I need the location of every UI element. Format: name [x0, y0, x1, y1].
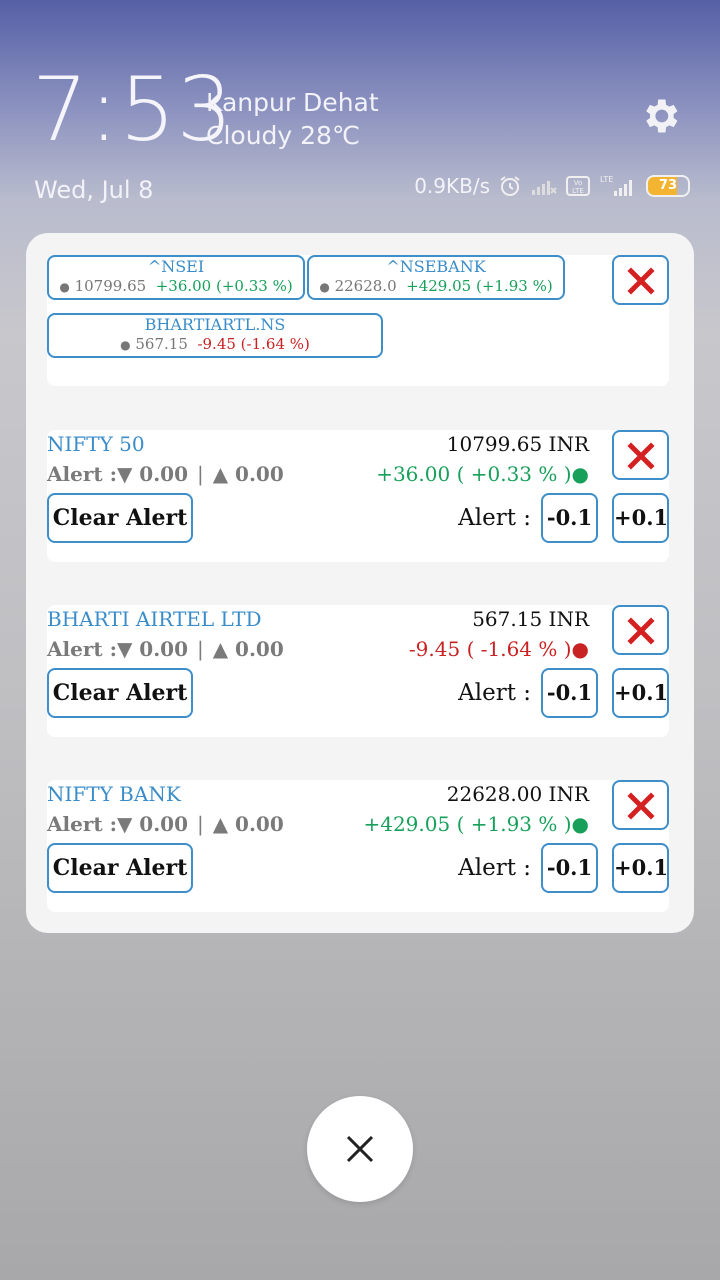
ticker-change: -9.45 (-1.64 %)	[197, 335, 310, 353]
battery-icon: 73	[646, 175, 690, 197]
stock-price: 10799.65 INR	[446, 432, 589, 456]
remove-stock-button[interactable]	[612, 430, 669, 480]
close-icon	[346, 1135, 374, 1163]
stock-change: -9.45 ( -1.64 % )●	[408, 637, 589, 661]
close-widgets-button[interactable]	[307, 1096, 413, 1202]
weather-condition: Cloudy 28℃	[206, 121, 361, 150]
date: Wed, Jul 8	[34, 176, 154, 204]
status-bar: 0.9KB/s Vo LTE LTE 73	[414, 174, 690, 198]
ticker-chip-bhartiartl[interactable]: BHARTIARTL.NS ● 567.15 -9.45 (-1.64 %)	[47, 313, 383, 358]
ticker-values: ● 10799.65 +36.00 (+0.33 %)	[49, 277, 303, 296]
stock-widget-panel: ^NSEI ● 10799.65 +36.00 (+0.33 %) ^NSEBA…	[26, 233, 694, 933]
dot-icon: ●	[319, 280, 330, 294]
gear-icon[interactable]	[638, 94, 682, 138]
ticker-symbol: ^NSEI	[147, 257, 205, 276]
alert-label: Alert :	[458, 505, 531, 531]
close-tickers-button[interactable]	[612, 255, 669, 305]
stock-card-nifty50: NIFTY 50 10799.65 INR Alert :▼ 0.00 | ▲ …	[47, 430, 669, 562]
stock-name: BHARTI AIRTEL LTD	[47, 607, 262, 631]
close-icon	[627, 617, 655, 645]
alert-down: Alert :▼ 0.00	[47, 462, 189, 486]
remove-stock-button[interactable]	[612, 605, 669, 655]
separator: |	[196, 462, 204, 486]
alert-label: Alert :	[458, 855, 531, 881]
clear-alert-button[interactable]: Clear Alert	[47, 668, 193, 718]
ticker-symbol: ^NSEBANK	[386, 257, 486, 276]
dot-icon: ●	[59, 280, 70, 294]
alert-decrease-button[interactable]: -0.1	[541, 843, 598, 893]
alert-levels: Alert :▼ 0.00 | ▲ 0.00	[47, 812, 284, 836]
svg-text:LTE: LTE	[600, 175, 613, 184]
ticker-price: 10799.65	[74, 277, 147, 295]
alert-up: ▲ 0.00	[212, 637, 284, 661]
lte-signal-icon: LTE	[600, 175, 632, 196]
stock-change: +36.00 ( +0.33 % )●	[376, 462, 589, 486]
stock-change: +429.05 ( +1.93 % )●	[363, 812, 589, 836]
alarm-icon	[500, 176, 520, 196]
dot-icon: ●	[120, 338, 131, 352]
stock-price: 567.15 INR	[472, 607, 589, 631]
ticker-chip-nsei[interactable]: ^NSEI ● 10799.65 +36.00 (+0.33 %)	[47, 255, 305, 300]
alert-up: ▲ 0.00	[212, 462, 284, 486]
ticker-values: ● 22628.0 +429.05 (+1.93 %)	[309, 277, 563, 296]
ticker-chips-container: ^NSEI ● 10799.65 +36.00 (+0.33 %) ^NSEBA…	[47, 255, 669, 386]
ticker-change: +429.05 (+1.93 %)	[406, 277, 553, 295]
ticker-chip-nsebank[interactable]: ^NSEBANK ● 22628.0 +429.05 (+1.93 %)	[307, 255, 565, 300]
clear-alert-button[interactable]: Clear Alert	[47, 843, 193, 893]
separator: |	[196, 812, 204, 836]
alert-label: Alert :	[458, 680, 531, 706]
stock-name: NIFTY BANK	[47, 782, 181, 806]
ticker-price: 22628.0	[334, 277, 397, 295]
stock-card-bharti-airtel: BHARTI AIRTEL LTD 567.15 INR Alert :▼ 0.…	[47, 605, 669, 737]
weather-city: Kanpur Dehat	[206, 88, 379, 117]
alert-increase-button[interactable]: +0.1	[612, 843, 669, 893]
clock: 7:53	[32, 58, 234, 161]
clear-alert-button[interactable]: Clear Alert	[47, 493, 193, 543]
alert-decrease-button[interactable]: -0.1	[541, 493, 598, 543]
svg-text:LTE: LTE	[572, 187, 584, 195]
alert-levels: Alert :▼ 0.00 | ▲ 0.00	[47, 637, 284, 661]
network-speed: 0.9KB/s	[414, 174, 490, 198]
alert-down: Alert :▼ 0.00	[47, 812, 189, 836]
alert-increase-button[interactable]: +0.1	[612, 668, 669, 718]
svg-text:Vo: Vo	[574, 179, 583, 187]
separator: |	[196, 637, 204, 661]
ticker-price: 567.15	[135, 335, 188, 353]
close-icon	[627, 442, 655, 470]
signal-icon	[532, 181, 557, 195]
ticker-symbol: BHARTIARTL.NS	[144, 315, 286, 334]
ticker-change: +36.00 (+0.33 %)	[155, 277, 293, 295]
stock-name: NIFTY 50	[47, 432, 145, 456]
remove-stock-button[interactable]	[612, 780, 669, 830]
alert-down: Alert :▼ 0.00	[47, 637, 189, 661]
lockscreen-header: 7:53 Kanpur Dehat Cloudy 28℃ Wed, Jul 8 …	[0, 0, 720, 230]
alert-levels: Alert :▼ 0.00 | ▲ 0.00	[47, 462, 284, 486]
ticker-values: ● 567.15 -9.45 (-1.64 %)	[49, 335, 381, 354]
stock-card-nifty-bank: NIFTY BANK 22628.00 INR Alert :▼ 0.00 | …	[47, 780, 669, 912]
close-icon	[627, 267, 655, 295]
alert-increase-button[interactable]: +0.1	[612, 493, 669, 543]
alert-up: ▲ 0.00	[212, 812, 284, 836]
stock-price: 22628.00 INR	[446, 782, 589, 806]
alert-decrease-button[interactable]: -0.1	[541, 668, 598, 718]
close-icon	[627, 792, 655, 820]
